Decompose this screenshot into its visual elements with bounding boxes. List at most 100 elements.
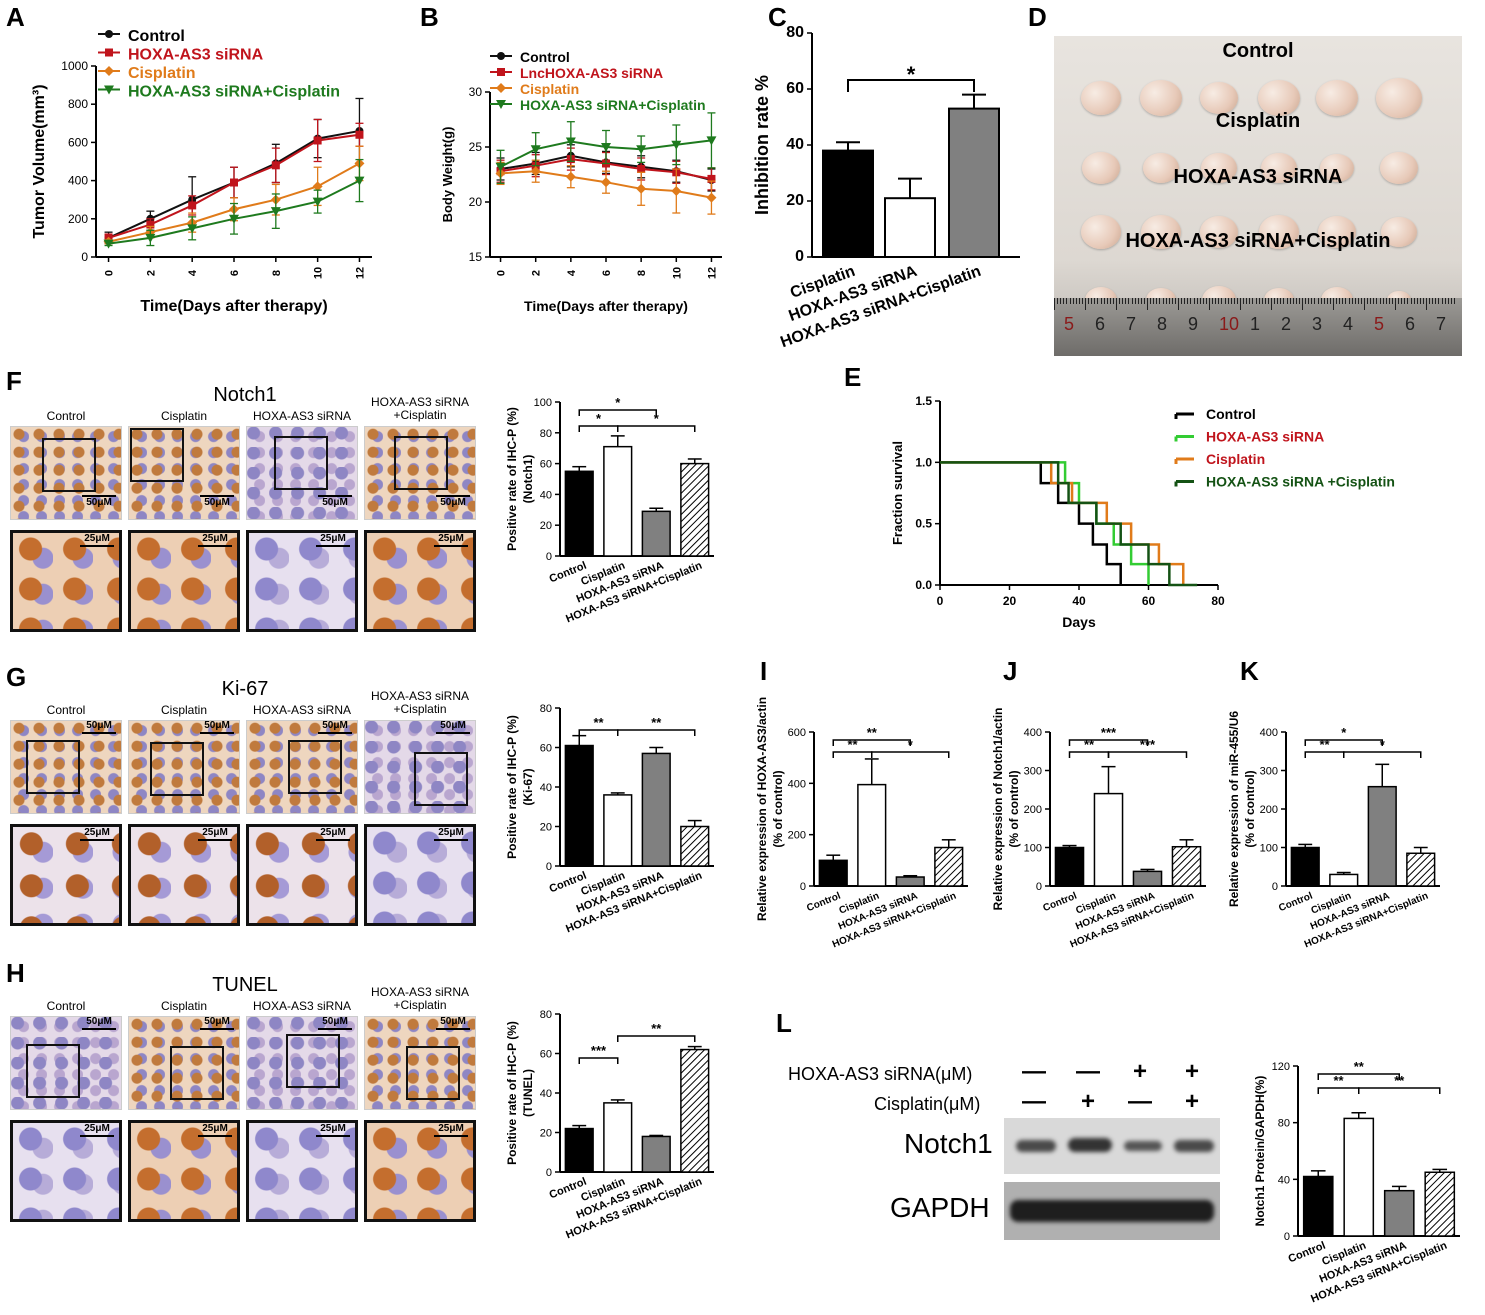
bar xyxy=(564,1127,594,1173)
ihc-zoom-image xyxy=(246,1120,358,1222)
ruler-tick xyxy=(1360,298,1362,304)
ihc-column-label: HOXA-AS3 siRNA xyxy=(252,409,352,423)
y-tick-label: 0 xyxy=(795,248,804,265)
ruler-tick xyxy=(1357,298,1359,304)
legend-label: Cisplatin xyxy=(128,65,196,82)
ihc-column-label: Cisplatin xyxy=(160,409,208,423)
y-axis-label: Inhibition rate % xyxy=(752,75,772,215)
significance-label: * xyxy=(1341,725,1347,740)
ruler-tick xyxy=(1072,298,1074,304)
y-axis-label: Notch1 Protein/GAPDH(%) xyxy=(1253,1076,1267,1227)
significance-bracket xyxy=(578,409,657,416)
ruler-number: 2 xyxy=(1281,314,1292,334)
ihc-overview-image xyxy=(364,720,476,814)
significance-label: *** xyxy=(1101,725,1117,740)
y-tick-label: 1.0 xyxy=(915,455,932,469)
legend-label: LncHOXA-AS3 siRNA xyxy=(520,65,663,81)
y-tick-label: 60 xyxy=(786,80,804,97)
y-tick-label: 100 xyxy=(534,397,552,409)
ruler-tick xyxy=(1094,298,1096,304)
ihc-zoom-image xyxy=(10,530,122,632)
ruler-tick xyxy=(1395,298,1396,310)
y-tick-label: 20 xyxy=(786,192,804,209)
ruler-number: 8 xyxy=(1157,314,1168,334)
wb-row1-label: HOXA-AS3 siRNA(μM) xyxy=(788,1064,973,1084)
zoom-region-box xyxy=(414,752,468,806)
ruler-tick xyxy=(1317,298,1319,304)
significance-bracket xyxy=(578,425,619,432)
y-axis-label-2: (% of control) xyxy=(771,770,785,847)
scale-bar-25: 25μM xyxy=(316,827,350,841)
y-tick-label: 600 xyxy=(68,135,88,149)
ihc-overview-image xyxy=(10,1016,122,1110)
y-tick-label: 40 xyxy=(540,782,552,794)
y-tick-label: 200 xyxy=(1024,804,1042,816)
tumor-sample xyxy=(1381,217,1417,247)
y-tick-label: 300 xyxy=(1260,766,1278,778)
y-tick-label: 20 xyxy=(540,520,552,532)
y-tick-label: 0 xyxy=(81,250,88,264)
ihc-overview-image xyxy=(364,1016,476,1110)
ihc-overview-image xyxy=(128,720,240,814)
y-tick-label: 0 xyxy=(546,1167,552,1179)
y-tick-label: 200 xyxy=(788,830,806,842)
significance-bracket xyxy=(1317,1073,1400,1080)
significance-label: * xyxy=(1380,737,1386,752)
zoom-region-box xyxy=(288,740,342,794)
ihc-overview-image xyxy=(128,1016,240,1110)
ruler-tick xyxy=(1283,298,1285,304)
ihc-column-label: HOXA-AS3 siRNA xyxy=(252,703,352,717)
ruler-tick xyxy=(1444,298,1446,304)
survival-curve xyxy=(940,461,1198,587)
scale-bar-25: 25μM xyxy=(434,827,468,841)
ruler-tick xyxy=(1215,298,1217,304)
ruler-tick xyxy=(1174,298,1176,304)
y-tick-label: 600 xyxy=(788,727,806,739)
data-point xyxy=(104,66,114,76)
zoom-region-box xyxy=(286,1034,340,1088)
ruler-number: 1 xyxy=(1250,314,1261,334)
chart-H-bar: 0 20 40 60 80 Positive rate of IHC-P (%) (TUNE… xyxy=(505,1009,714,1241)
scale-bar-25: 25μM xyxy=(316,533,350,547)
significance-bracket xyxy=(847,79,975,92)
bar xyxy=(822,149,874,259)
wb-sign-sirna: — xyxy=(1076,1058,1100,1085)
data-point xyxy=(105,30,113,38)
significance-bracket xyxy=(832,751,873,758)
significance-bracket xyxy=(1358,1087,1441,1094)
ihc-zoom-image xyxy=(128,1120,240,1222)
data-point xyxy=(313,136,322,145)
ruler-tick xyxy=(1081,298,1083,304)
chart-G-bar: 0 20 40 60 80 Positive rate of IHC-P (%) (Ki-6… xyxy=(505,703,714,935)
ruler-tick xyxy=(1271,298,1272,310)
x-tick-label: 60 xyxy=(1142,594,1156,608)
zoom-region-box xyxy=(406,1046,460,1100)
ruler-tick xyxy=(1429,298,1431,304)
ruler-tick xyxy=(1329,298,1331,304)
data-point xyxy=(496,100,506,109)
data-point xyxy=(637,165,646,173)
ruler-tick xyxy=(1376,298,1378,304)
data-point xyxy=(706,136,717,146)
ihc-zoom-image xyxy=(364,824,476,926)
bar xyxy=(1367,785,1397,887)
significance-label: *** xyxy=(1140,737,1156,752)
legend-label: HOXA-AS3 siRNA+Cisplatin xyxy=(128,84,340,101)
x-tick-label: 10 xyxy=(671,267,683,279)
y-tick-label: 1000 xyxy=(61,59,88,73)
significance-bracket xyxy=(1317,1087,1360,1094)
y-tick-label: 400 xyxy=(788,778,806,790)
ruler-tick xyxy=(1295,298,1297,304)
y-tick-label: 15 xyxy=(469,250,483,264)
ruler-tick xyxy=(1407,298,1409,304)
tumor-sample xyxy=(1380,152,1418,184)
y-tick-label: 400 xyxy=(1024,727,1042,739)
tumor-sample xyxy=(1318,216,1356,248)
y-tick-label: 25 xyxy=(469,140,483,154)
scale-bar-50: 50μM xyxy=(82,1016,116,1030)
ruler-tick xyxy=(1147,298,1148,310)
ruler-tick xyxy=(1364,298,1365,310)
ruler-tick xyxy=(1314,298,1316,304)
wb-sign-sirna: — xyxy=(1022,1058,1046,1085)
